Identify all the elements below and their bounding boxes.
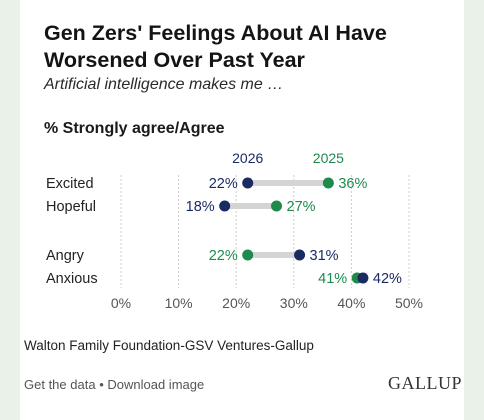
category-label: Anxious: [46, 271, 98, 287]
value-label: 27%: [287, 199, 316, 215]
value-label: 42%: [373, 271, 402, 287]
metric-label: % Strongly agree/Agree: [44, 120, 225, 137]
x-tick-label: 0%: [111, 295, 131, 311]
value-label: 22%: [209, 248, 238, 264]
download-image-link[interactable]: Download image: [107, 377, 205, 392]
chart-subtitle: Artificial intelligence makes me …: [44, 76, 284, 93]
legend-2026: 2026: [232, 150, 263, 166]
point-2025: [322, 177, 334, 189]
point-2026: [294, 249, 306, 261]
footer-separator: •: [99, 377, 104, 392]
x-tick-label: 10%: [165, 295, 193, 311]
x-tick-label: 50%: [395, 295, 423, 311]
source-note: Walton Family Foundation-GSV Ventures-Ga…: [24, 338, 314, 353]
value-label: 18%: [186, 199, 215, 215]
point-2026: [357, 272, 369, 284]
point-2026: [219, 200, 231, 212]
point-2025: [271, 200, 283, 212]
category-label: Angry: [46, 248, 85, 264]
point-2026: [242, 177, 254, 189]
value-label: 41%: [318, 271, 347, 287]
legend-2025: 2025: [313, 150, 344, 166]
chart-card: Gen Zers' Feelings About AI Have Worsene…: [20, 0, 464, 420]
value-label: 22%: [209, 176, 238, 192]
value-label: 36%: [338, 176, 367, 192]
x-tick-label: 20%: [222, 295, 250, 311]
get-data-link[interactable]: Get the data: [24, 377, 96, 392]
category-label: Excited: [46, 176, 94, 192]
chart-title: Gen Zers' Feelings About AI Have Worsene…: [44, 21, 387, 72]
x-tick-label: 30%: [280, 295, 308, 311]
footer-links: Get the data • Download image: [24, 377, 204, 392]
value-label: 31%: [310, 248, 339, 264]
gallup-logo: GALLUP: [388, 373, 462, 393]
x-tick-label: 40%: [337, 295, 365, 311]
category-label: Hopeful: [46, 199, 96, 215]
point-2025: [242, 249, 254, 261]
